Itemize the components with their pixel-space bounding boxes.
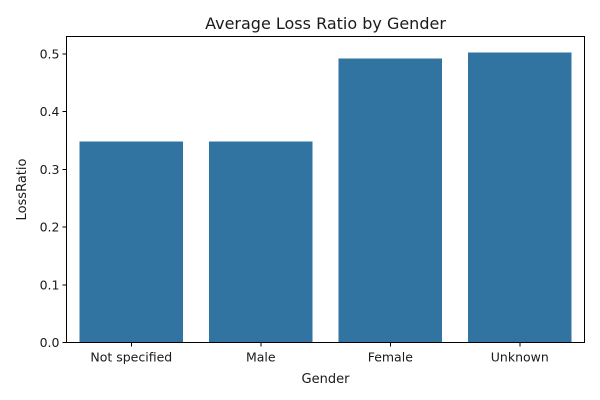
x-tick-label: Male	[246, 350, 276, 365]
x-tick-label: Unknown	[491, 350, 549, 365]
y-tick-label: 0.4	[40, 104, 60, 119]
bar-female	[338, 58, 442, 343]
y-tick-label: 0.2	[40, 220, 60, 235]
y-tick-label: 0.5	[40, 46, 60, 61]
plot-frame	[66, 36, 585, 343]
y-tick-label: 0.0	[40, 335, 60, 350]
x-tick-label: Female	[368, 350, 414, 365]
x-tick-label: Not specified	[90, 350, 172, 365]
y-axis: 0.0 0.1 0.2 0.3 0.4 0.5	[40, 46, 67, 350]
chart-title: Average Loss Ratio by Gender	[205, 14, 446, 33]
bar-unknown	[467, 52, 572, 343]
bars-layer	[79, 52, 572, 343]
bar-not-specified	[79, 141, 183, 343]
x-axis: Not specified Male Female Unknown	[90, 342, 549, 365]
bar-male	[208, 141, 313, 343]
y-tick-label: 0.3	[40, 162, 60, 177]
x-axis-label: Gender	[302, 372, 351, 387]
y-axis-label: LossRatio	[15, 159, 30, 221]
y-tick-label: 0.1	[40, 277, 60, 292]
